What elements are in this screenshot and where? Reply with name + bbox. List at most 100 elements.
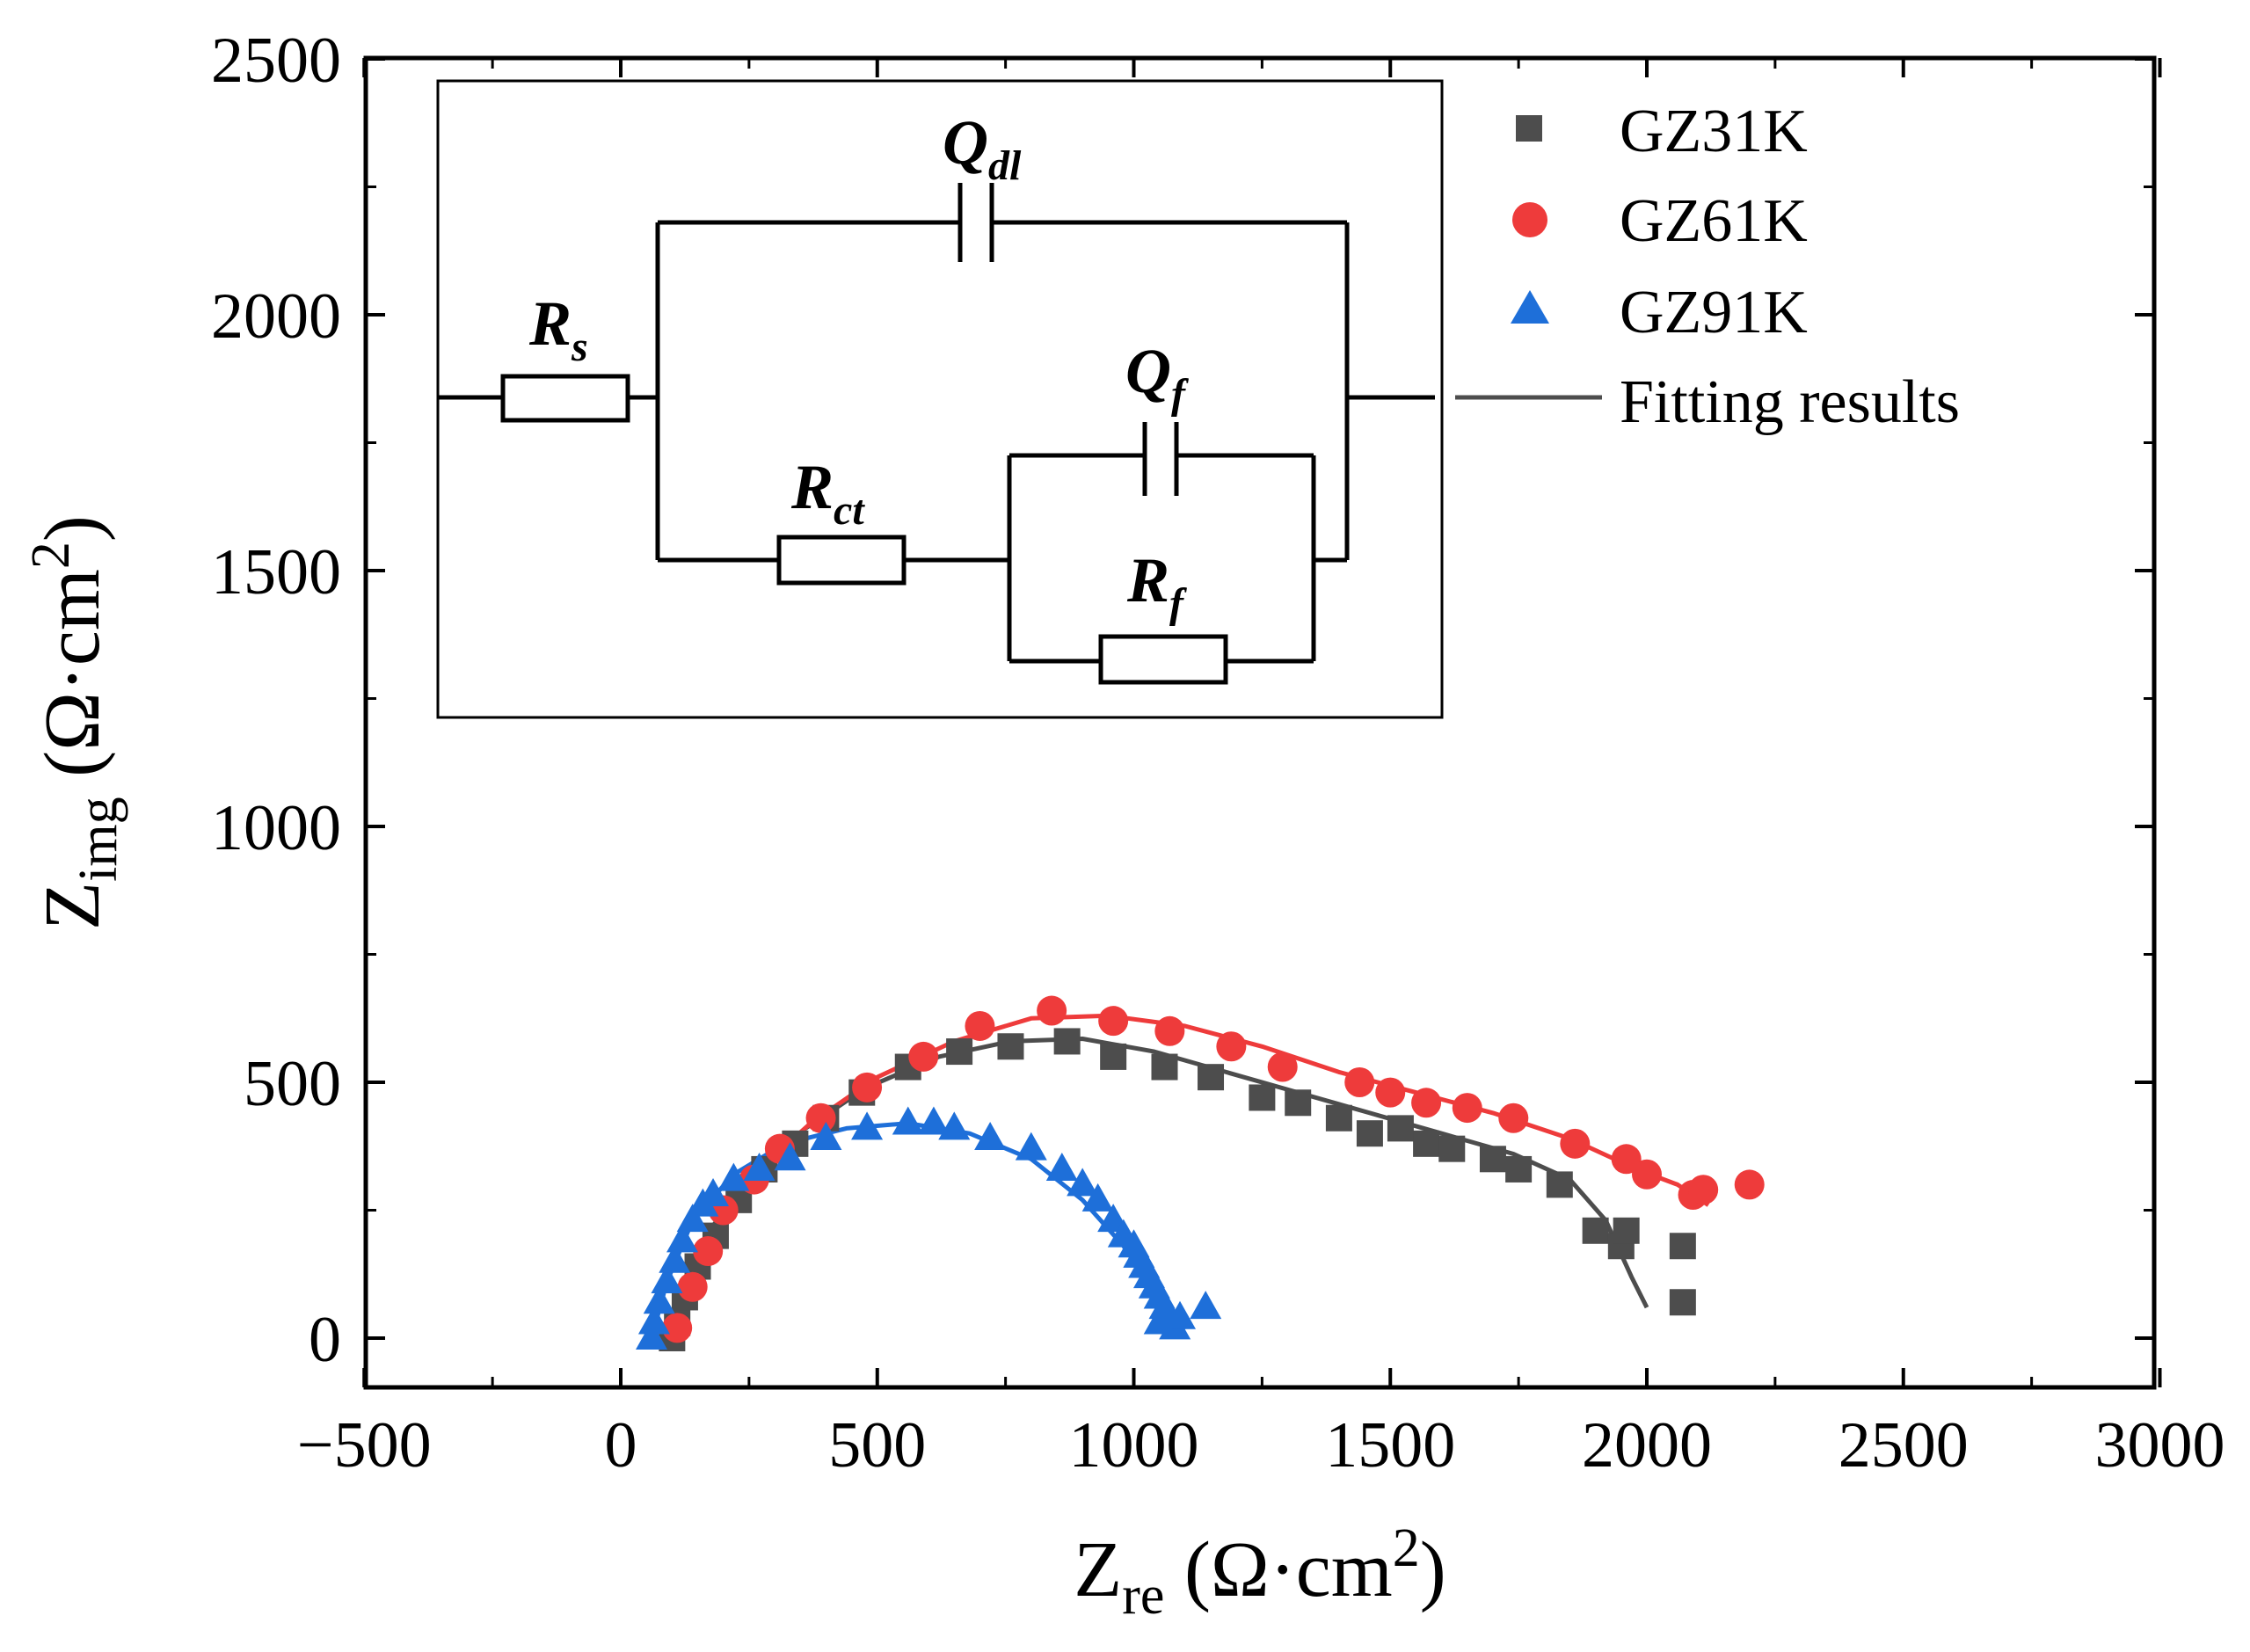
data-point-square xyxy=(1198,1064,1225,1091)
label-rf: Rf xyxy=(1126,545,1187,627)
label-rs: Rs xyxy=(528,288,588,370)
x-tick-label: 1000 xyxy=(1069,1409,1199,1481)
data-point-triangle xyxy=(659,1244,691,1273)
data-point-triangle xyxy=(892,1106,924,1135)
data-point-circle xyxy=(1037,995,1067,1026)
legend-label-fit: Fitting results xyxy=(1620,368,1960,436)
y-tick-label: 0 xyxy=(309,1304,341,1376)
axis-ticks xyxy=(362,57,2162,1387)
data-point-circle xyxy=(1216,1031,1247,1062)
data-point-circle xyxy=(1344,1067,1375,1097)
data-point-triangle xyxy=(643,1285,675,1314)
data-point-triangle xyxy=(1045,1152,1078,1181)
data-point-circle xyxy=(965,1010,995,1041)
data-point-circle xyxy=(908,1041,939,1072)
data-point-circle xyxy=(1098,1006,1129,1037)
data-point-circle xyxy=(1498,1103,1529,1133)
data-point-square xyxy=(997,1033,1024,1060)
x-tick-label: 1500 xyxy=(1325,1409,1455,1481)
data-point-triangle xyxy=(1143,1306,1176,1335)
data-point-triangle xyxy=(1164,1300,1197,1329)
data-points xyxy=(636,995,1765,1351)
data-point-triangle xyxy=(1015,1132,1047,1161)
legend: GZ31K GZ61K GZ91K Fitting results xyxy=(1455,98,1960,436)
data-point-triangle xyxy=(938,1111,971,1140)
label-rct: Rct xyxy=(790,452,865,534)
x-tick-label: 0 xyxy=(605,1409,637,1481)
y-tick-label: 1500 xyxy=(211,536,341,608)
data-point-circle xyxy=(677,1271,708,1302)
data-point-circle xyxy=(1154,1015,1185,1046)
resistor-rs xyxy=(500,374,630,423)
x-tick-label: 3000 xyxy=(2095,1409,2225,1481)
legend-marker-gz61k xyxy=(1512,202,1547,237)
resistor-rf xyxy=(1098,634,1228,685)
y-tick-label: 1000 xyxy=(211,792,341,864)
data-point-triangle xyxy=(651,1264,683,1293)
data-point-triangle xyxy=(676,1204,709,1233)
x-axis-title: Zre (Ω·cm2) xyxy=(1074,1518,1445,1626)
data-point-triangle xyxy=(974,1122,1007,1151)
data-point-triangle xyxy=(917,1106,950,1135)
data-point-square xyxy=(1356,1120,1383,1147)
label-qdl: Qdl xyxy=(943,107,1022,189)
fit-line xyxy=(649,1121,1172,1339)
data-point-circle xyxy=(1452,1093,1482,1124)
data-point-square xyxy=(1438,1135,1466,1162)
data-point-triangle xyxy=(697,1178,730,1207)
data-point-circle xyxy=(662,1313,693,1343)
plot-frame xyxy=(363,55,2157,1390)
data-point-circle xyxy=(1267,1052,1298,1082)
data-point-square xyxy=(1325,1104,1352,1132)
legend-marker-gz31k xyxy=(1516,115,1542,142)
data-point-square xyxy=(1053,1028,1081,1055)
legend-marker-gz91k xyxy=(1511,290,1549,324)
data-point-triangle xyxy=(637,1306,670,1335)
y-axis-title: Zimg (Ω·cm2) xyxy=(21,515,128,930)
data-point-square xyxy=(1285,1089,1312,1117)
y-tick-label: 500 xyxy=(244,1048,341,1120)
data-point-triangle xyxy=(1190,1291,1222,1320)
y-tick-label: 2000 xyxy=(211,280,341,353)
data-point-triangle xyxy=(717,1162,750,1191)
y-tick-label: 2500 xyxy=(211,25,341,97)
legend-label-gz61k: GZ61K xyxy=(1620,187,1808,255)
data-point-triangle xyxy=(774,1142,806,1171)
resistor-rct xyxy=(776,535,907,586)
data-point-square xyxy=(1100,1043,1127,1070)
data-point-circle xyxy=(1411,1088,1442,1118)
data-point-circle xyxy=(852,1072,883,1103)
data-point-square xyxy=(1582,1217,1609,1244)
x-tick-label: 500 xyxy=(828,1409,926,1481)
data-point-square xyxy=(1249,1084,1276,1111)
data-point-triangle xyxy=(810,1122,842,1151)
data-point-circle xyxy=(1688,1175,1719,1205)
data-point-square xyxy=(1413,1130,1440,1157)
data-point-circle xyxy=(1632,1159,1662,1190)
data-point-square xyxy=(1613,1217,1640,1244)
data-point-square xyxy=(1387,1115,1414,1142)
data-point-triangle xyxy=(636,1321,668,1350)
data-point-square xyxy=(1505,1155,1533,1183)
data-point-circle xyxy=(1560,1128,1591,1159)
data-point-circle xyxy=(1734,1169,1765,1200)
data-point-triangle xyxy=(1081,1183,1114,1212)
data-point-triangle xyxy=(851,1111,884,1140)
data-point-square xyxy=(946,1038,973,1066)
data-point-square xyxy=(1151,1053,1178,1081)
x-tick-label: 2000 xyxy=(1582,1409,1712,1481)
data-point-circle xyxy=(1375,1077,1406,1108)
data-point-triangle xyxy=(666,1224,699,1253)
data-point-triangle xyxy=(1067,1168,1099,1197)
tick-labels: −500 0 500 1000 1500 2000 2500 3000 0 500 1000 1500… xyxy=(211,25,2225,1481)
x-tick-label: 2500 xyxy=(1839,1409,1969,1481)
data-point-circle xyxy=(693,1236,724,1267)
legend-label-gz31k: GZ31K xyxy=(1620,98,1808,165)
label-qf: Qf xyxy=(1125,336,1189,418)
data-point-square xyxy=(1546,1171,1573,1198)
data-point-circle xyxy=(805,1103,836,1133)
data-point-circle xyxy=(1611,1144,1642,1175)
equivalent-circuit-inset: Qdl Rs Qf Rct Rf xyxy=(436,79,1444,719)
data-point-square xyxy=(1479,1146,1506,1173)
